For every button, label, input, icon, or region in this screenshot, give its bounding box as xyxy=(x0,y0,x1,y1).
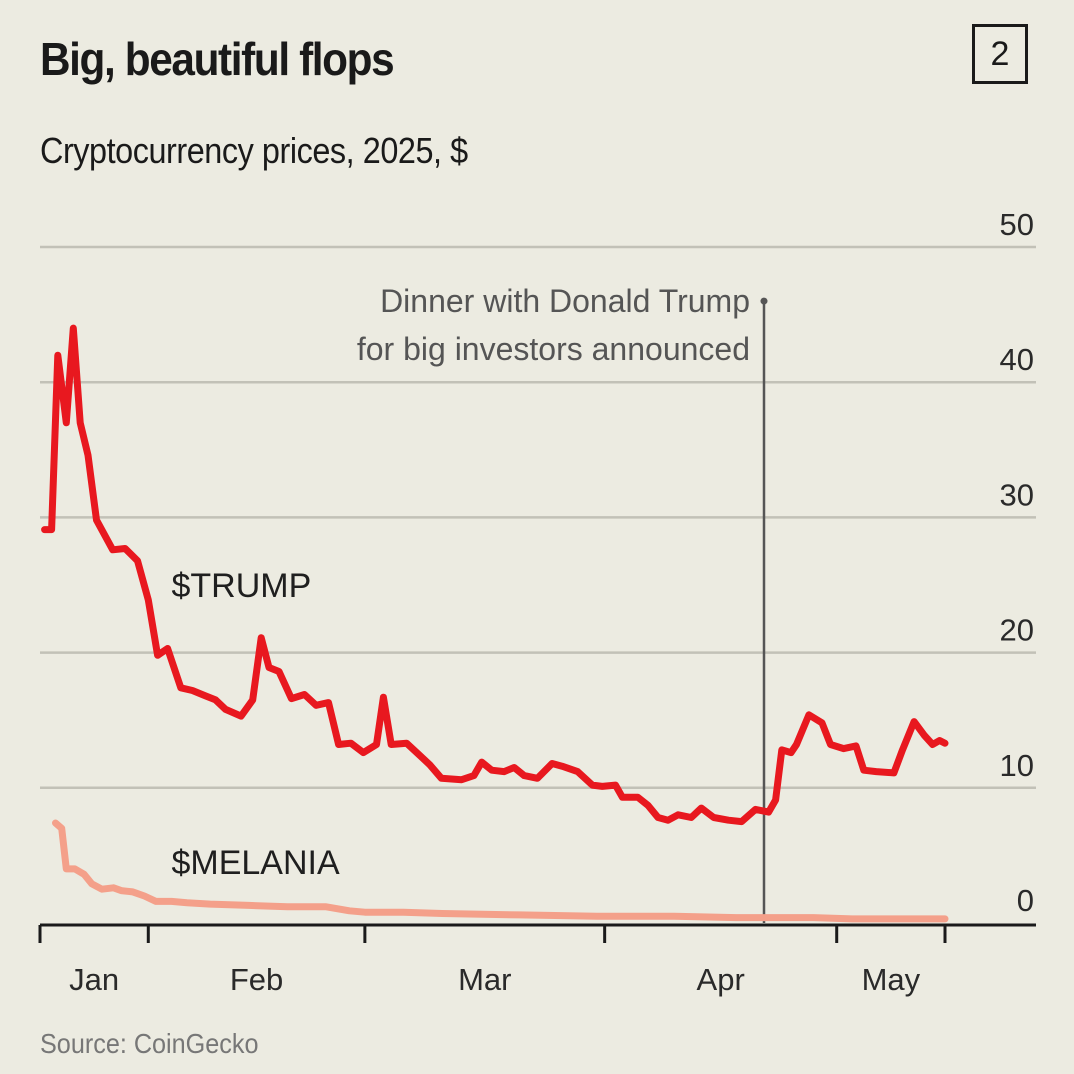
x-tick-label-may: May xyxy=(862,962,921,997)
series-lines xyxy=(41,324,949,923)
source-note: Source: CoinGecko xyxy=(40,1028,259,1059)
y-tick-label-0: 0 xyxy=(1017,883,1034,918)
annotation-text-line-2: for big investors announced xyxy=(357,331,750,367)
chart-number-badge: 2 xyxy=(972,24,1028,84)
x-axis-labels: Jan Feb Mar Apr May xyxy=(69,962,920,997)
y-tick-label-50: 50 xyxy=(1000,207,1034,242)
series-line-trump xyxy=(41,324,949,826)
x-tick-label-jan: Jan xyxy=(69,962,119,997)
y-tick-label-40: 40 xyxy=(1000,342,1034,377)
gridlines xyxy=(40,245,1036,790)
x-tick-label-apr: Apr xyxy=(697,962,745,997)
series-label-melania: $MELANIA xyxy=(171,844,339,882)
series-label-trump: $TRUMP xyxy=(171,567,311,605)
series-labels: $TRUMP $MELANIA xyxy=(171,567,339,882)
x-tick-label-feb: Feb xyxy=(230,962,283,997)
x-axis xyxy=(38,923,1036,943)
y-tick-label-30: 30 xyxy=(1000,477,1034,512)
x-tick-label-mar: Mar xyxy=(458,962,511,997)
chart-subtitle: Cryptocurrency prices, 2025, $ xyxy=(40,130,468,171)
series-line-melania xyxy=(52,819,949,923)
y-tick-label-20: 20 xyxy=(1000,613,1034,648)
annotation-dot xyxy=(760,297,768,305)
annotation: Dinner with Donald Trump for big investor… xyxy=(357,283,768,923)
annotation-text-line-1: Dinner with Donald Trump xyxy=(380,283,750,319)
chart-title: Big, beautiful flops xyxy=(40,33,395,85)
y-tick-label-10: 10 xyxy=(1000,748,1034,783)
y-axis-labels: 0 10 20 30 40 50 xyxy=(1000,207,1034,918)
